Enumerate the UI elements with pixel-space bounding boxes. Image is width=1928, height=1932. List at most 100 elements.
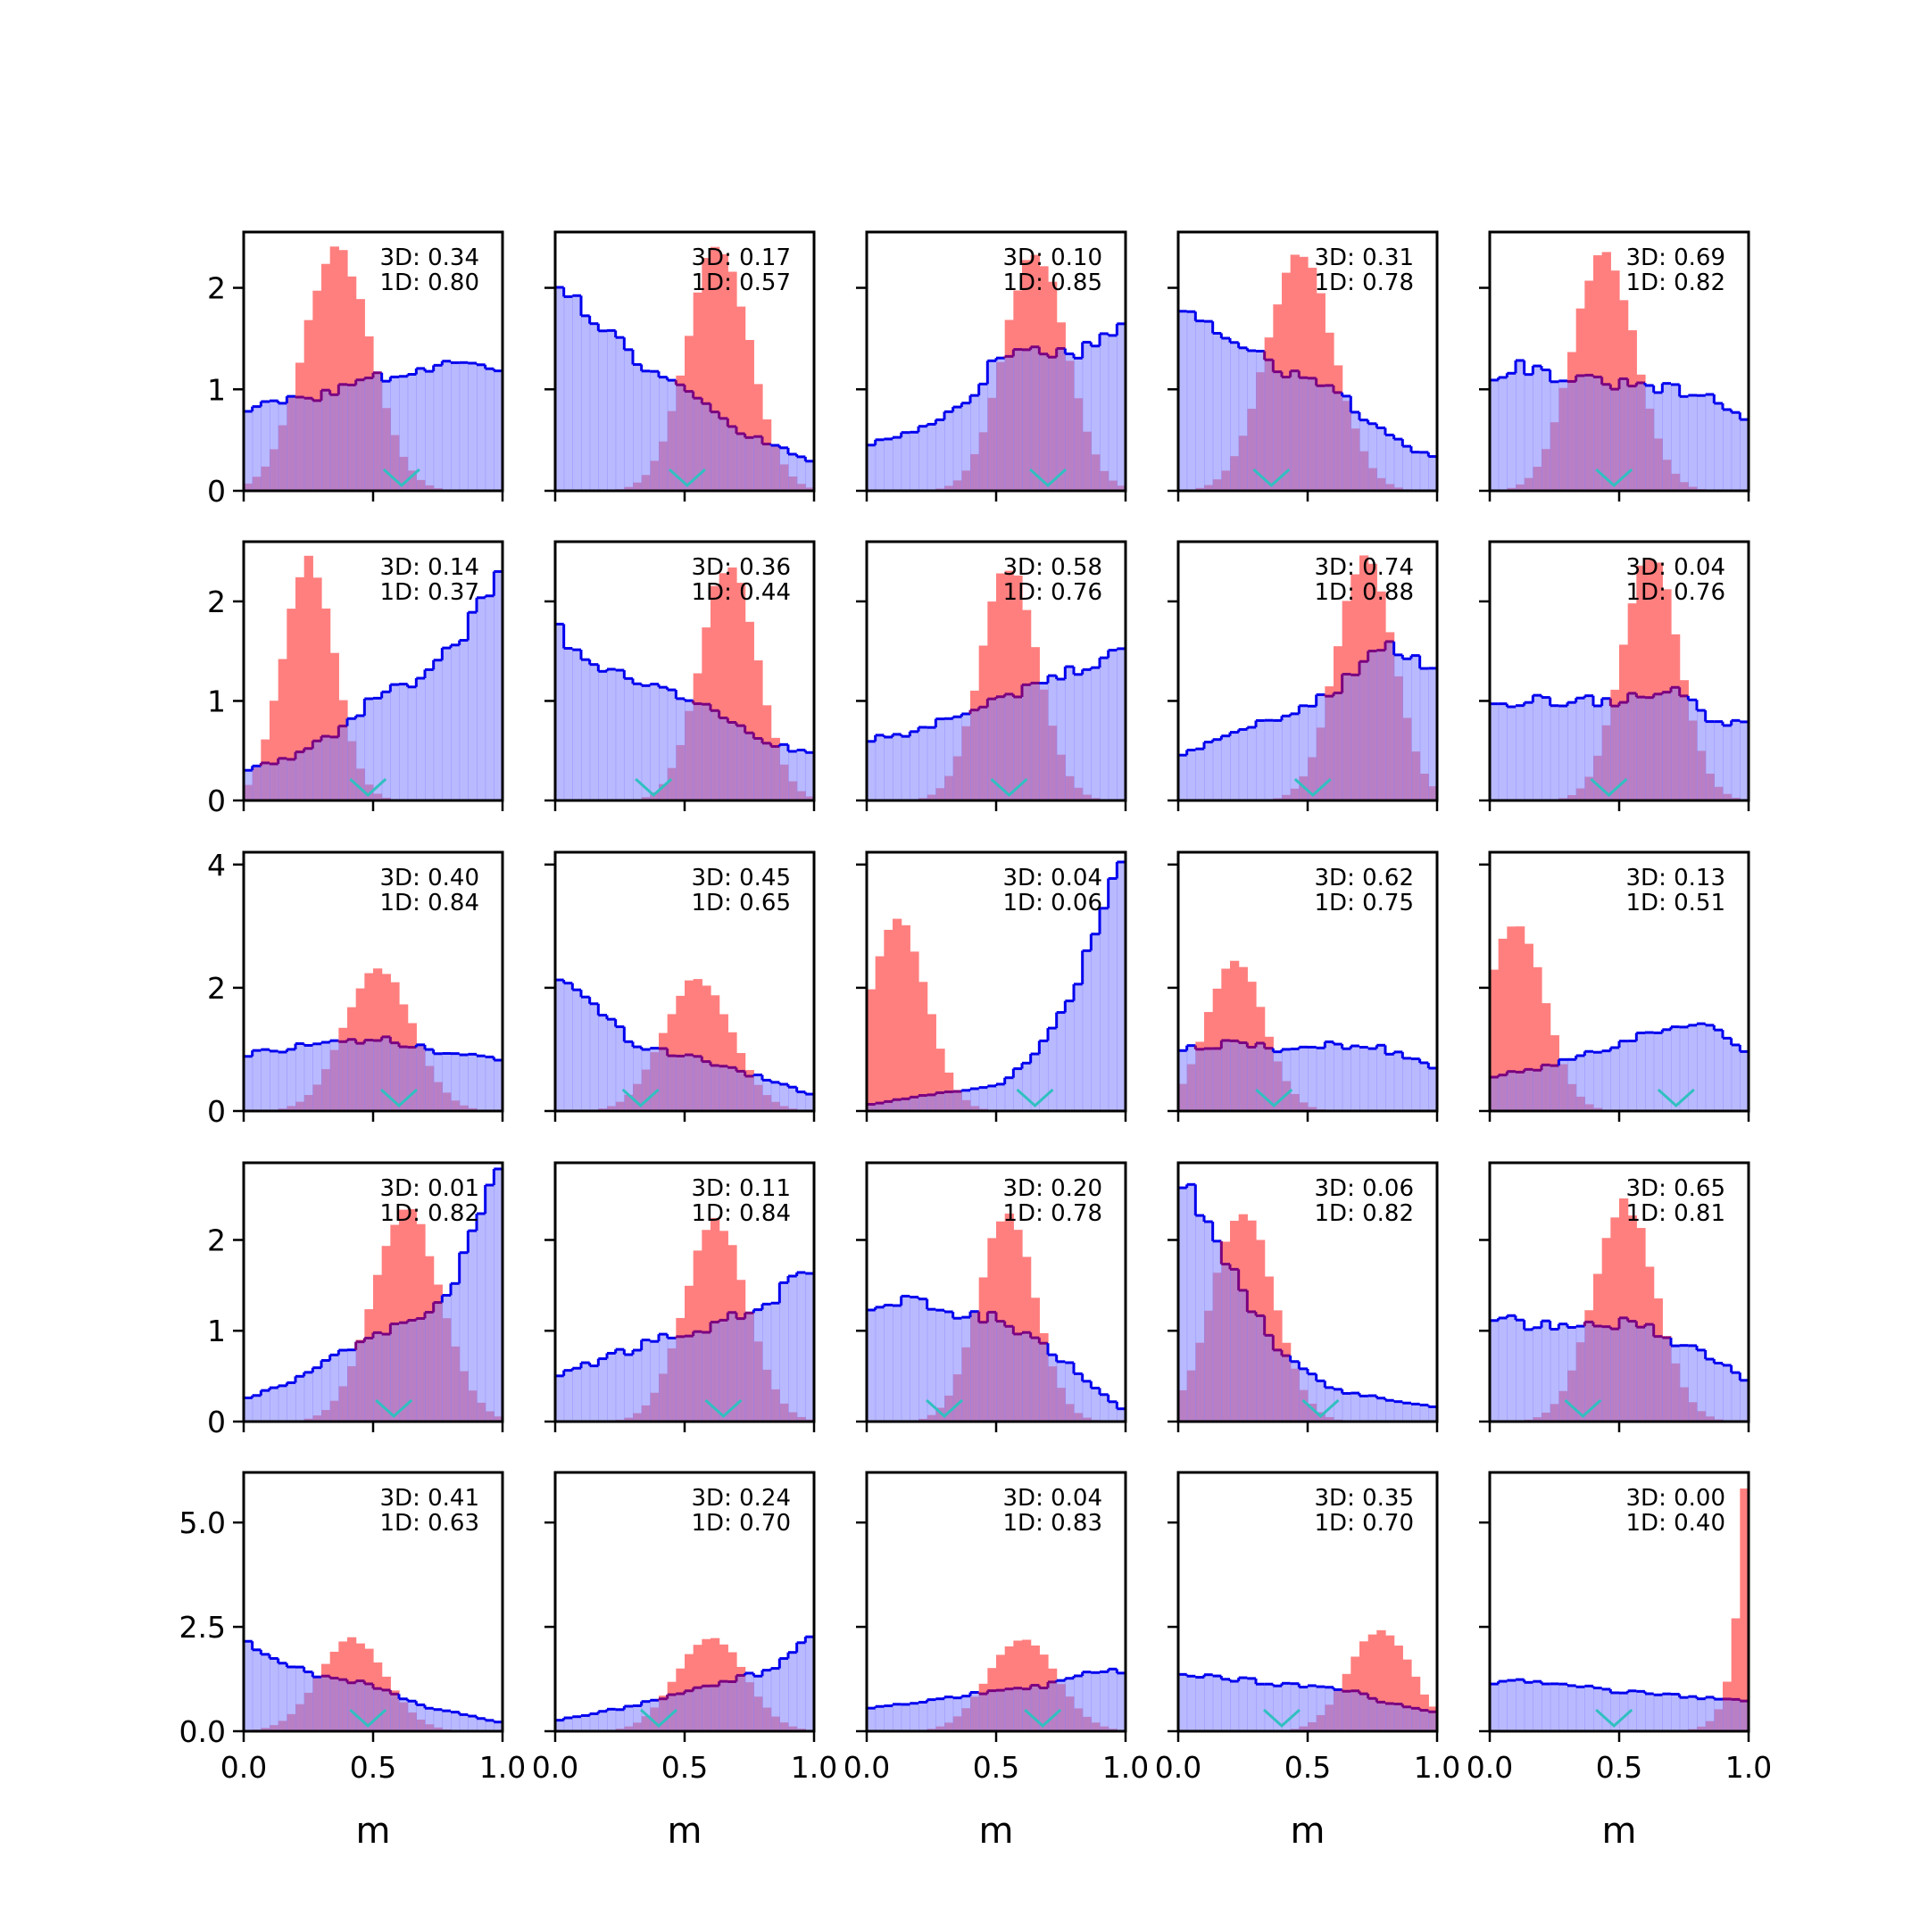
blue-histogram-bar bbox=[581, 1363, 590, 1422]
blue-histogram-bar bbox=[1195, 1049, 1204, 1111]
blue-histogram-bar bbox=[1645, 386, 1654, 491]
blue-histogram-bar bbox=[1628, 693, 1637, 800]
blue-histogram-bar bbox=[572, 1368, 581, 1422]
blue-histogram-bar bbox=[1714, 403, 1723, 491]
x-tick-label: 1.0 bbox=[791, 1750, 837, 1785]
blue-histogram-bar bbox=[797, 457, 806, 491]
blue-histogram-bar bbox=[659, 1334, 668, 1422]
blue-histogram-bar bbox=[598, 1712, 607, 1731]
annotation-3d: 3D: 0.62 bbox=[1315, 865, 1414, 891]
blue-histogram-bar bbox=[1308, 1686, 1317, 1731]
blue-histogram-bar bbox=[676, 1056, 685, 1111]
blue-histogram-bar bbox=[295, 397, 304, 491]
annotation-1d: 1D: 0.78 bbox=[1315, 269, 1414, 296]
blue-histogram-bar bbox=[321, 1676, 330, 1731]
blue-histogram-bar bbox=[330, 394, 339, 491]
blue-histogram-bar bbox=[373, 1332, 382, 1422]
blue-histogram-bar bbox=[477, 1056, 486, 1111]
blue-histogram-bar bbox=[659, 377, 668, 491]
blue-histogram-bar bbox=[910, 432, 918, 491]
blue-histogram-bar bbox=[382, 1037, 391, 1111]
blue-histogram-bar bbox=[244, 411, 253, 491]
y-tick-label: 0 bbox=[207, 1094, 226, 1129]
blue-histogram-bar bbox=[304, 1045, 313, 1111]
blue-histogram-bar bbox=[1291, 1049, 1300, 1111]
annotation-3d: 3D: 0.34 bbox=[380, 245, 479, 271]
blue-histogram-bar bbox=[685, 1691, 694, 1731]
blue-histogram-bar bbox=[278, 403, 287, 491]
blue-histogram-bar bbox=[312, 1044, 321, 1111]
blue-histogram-bar bbox=[321, 1361, 330, 1422]
blue-histogram-bar bbox=[468, 612, 477, 800]
blue-histogram-bar bbox=[1247, 1679, 1256, 1731]
blue-histogram-bar bbox=[555, 1721, 564, 1731]
blue-histogram-bar bbox=[1247, 727, 1256, 800]
blue-histogram-bar bbox=[779, 1659, 788, 1731]
blue-histogram-bar bbox=[1584, 1686, 1593, 1731]
blue-histogram-bar bbox=[261, 1654, 270, 1731]
blue-histogram-bar bbox=[1230, 1681, 1239, 1731]
blue-histogram-bar bbox=[676, 699, 685, 800]
y-tick-label: 2 bbox=[207, 271, 226, 306]
blue-histogram-bar bbox=[1402, 1403, 1411, 1422]
annotation-3d: 3D: 0.69 bbox=[1626, 245, 1725, 271]
blue-histogram-bar bbox=[642, 685, 651, 800]
blue-histogram-bar bbox=[364, 377, 373, 491]
x-tick-label: 0.0 bbox=[220, 1750, 267, 1785]
blue-histogram-bar bbox=[1645, 1694, 1654, 1731]
blue-histogram-bar bbox=[555, 287, 564, 491]
blue-histogram-bar bbox=[876, 1706, 885, 1731]
blue-histogram-bar bbox=[442, 361, 451, 491]
blue-histogram-bar bbox=[347, 1350, 356, 1422]
blue-histogram-bar bbox=[1714, 1030, 1723, 1111]
blue-histogram-bar bbox=[996, 1084, 1005, 1111]
red-histogram-bar bbox=[876, 957, 885, 1111]
blue-histogram-bar bbox=[910, 732, 918, 800]
blue-histogram-bar bbox=[867, 445, 876, 491]
blue-histogram-bar bbox=[451, 1054, 460, 1111]
blue-histogram-bar bbox=[442, 1711, 451, 1731]
blue-histogram-bar bbox=[1697, 1024, 1706, 1111]
blue-histogram-bar bbox=[779, 448, 788, 491]
blue-histogram-bar bbox=[910, 1298, 918, 1422]
blue-histogram-bar bbox=[1195, 749, 1204, 800]
blue-histogram-bar bbox=[970, 1089, 979, 1111]
blue-histogram-bar bbox=[1178, 311, 1187, 491]
blue-histogram-bar bbox=[1507, 1315, 1516, 1422]
blue-histogram-bar bbox=[1394, 1704, 1403, 1731]
blue-histogram-bar bbox=[304, 398, 313, 491]
blue-histogram-bar bbox=[1325, 1687, 1334, 1731]
blue-histogram-bar bbox=[295, 1667, 304, 1731]
blue-histogram-bar bbox=[745, 733, 754, 800]
blue-histogram-bar bbox=[1619, 1693, 1628, 1731]
blue-histogram-bar bbox=[1697, 1350, 1706, 1422]
blue-histogram-bar bbox=[399, 684, 408, 800]
x-axis-label: m bbox=[356, 1811, 391, 1852]
blue-histogram-bar bbox=[590, 1004, 599, 1111]
blue-histogram-bar bbox=[1065, 1001, 1074, 1111]
blue-histogram-bar bbox=[1490, 1684, 1499, 1731]
blue-histogram-bar bbox=[1057, 1680, 1066, 1731]
blue-histogram-bar bbox=[1680, 1697, 1689, 1731]
annotation-1d: 1D: 0.84 bbox=[380, 890, 479, 916]
blue-histogram-bar bbox=[1368, 651, 1377, 800]
blue-histogram-bar bbox=[468, 1054, 477, 1111]
blue-histogram-bar bbox=[736, 1071, 745, 1111]
blue-histogram-bar bbox=[1542, 698, 1550, 800]
blue-histogram-bar bbox=[1628, 1041, 1637, 1112]
blue-histogram-bar bbox=[304, 1372, 313, 1422]
blue-histogram-bar bbox=[1368, 1698, 1377, 1731]
blue-histogram-bar bbox=[1402, 1707, 1411, 1731]
blue-histogram-bar bbox=[330, 1041, 339, 1111]
blue-histogram-bar bbox=[278, 1663, 287, 1731]
annotation-1d: 1D: 0.82 bbox=[380, 1200, 479, 1227]
blue-histogram-bar bbox=[685, 1336, 694, 1422]
blue-histogram-bar bbox=[330, 1355, 339, 1422]
blue-histogram-bar bbox=[1057, 679, 1066, 800]
y-tick-label: 2 bbox=[207, 1223, 226, 1257]
blue-histogram-bar bbox=[1525, 1330, 1533, 1422]
blue-histogram-bar bbox=[953, 1091, 962, 1111]
blue-histogram-bar bbox=[762, 1671, 771, 1731]
blue-histogram-bar bbox=[598, 671, 607, 800]
annotation-1d: 1D: 0.78 bbox=[1003, 1200, 1102, 1227]
